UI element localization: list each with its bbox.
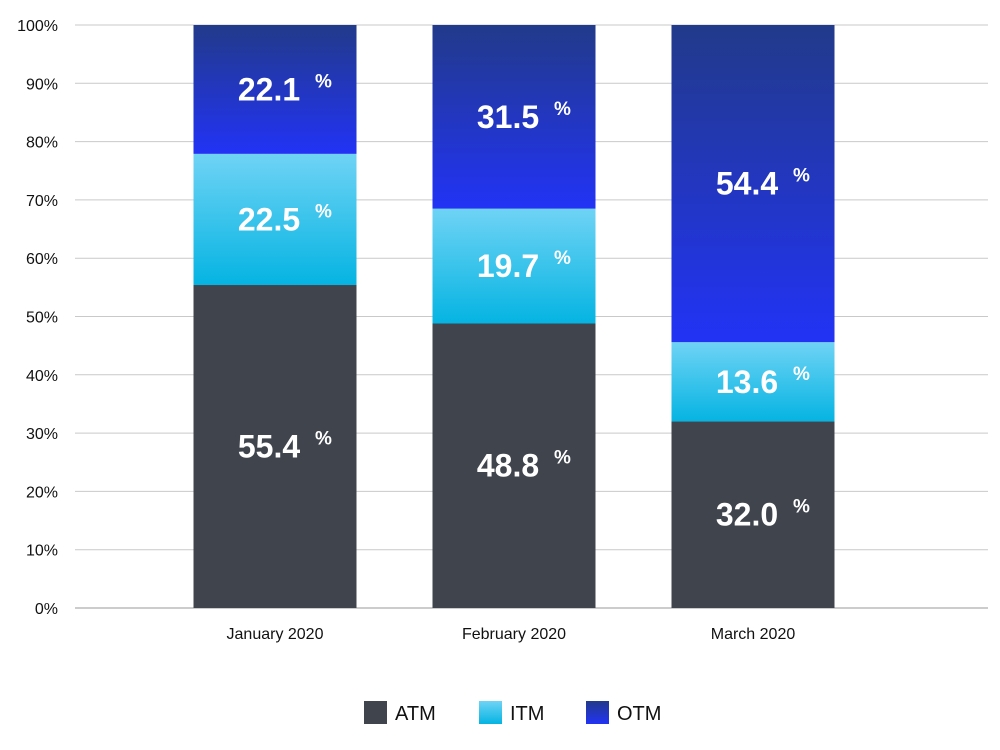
data-label: 32.0 [716, 497, 778, 533]
bar-atm-march-2020 [671, 421, 835, 608]
data-label: 55.4 [238, 429, 300, 465]
legend-swatch-itm [479, 701, 502, 724]
y-tick-label: 60% [26, 251, 58, 268]
data-label-unit: % [315, 71, 332, 92]
bar-itm-march-2020 [671, 342, 835, 422]
data-label-unit: % [793, 166, 810, 187]
x-axis-ticks: January 2020 February 2020 March 2020 [227, 626, 796, 643]
data-label-unit: % [554, 448, 571, 469]
data-label-unit: % [315, 429, 332, 450]
data-label: 19.7 [477, 248, 539, 284]
data-label: 48.8 [477, 448, 539, 484]
y-tick-label: 30% [26, 426, 58, 443]
data-label: 22.5 [238, 201, 300, 237]
bar-otm-march-2020 [671, 25, 835, 343]
data-label-unit: % [315, 201, 332, 222]
data-label: 22.1 [238, 71, 300, 107]
x-tick-label: January 2020 [227, 626, 324, 643]
data-label: 31.5 [477, 99, 539, 135]
bar-otm-february-2020 [432, 25, 596, 209]
bar-itm-february-2020 [432, 208, 596, 324]
y-tick-label: 0% [35, 601, 58, 618]
y-tick-label: 10% [26, 543, 58, 560]
legend-label-otm: OTM [617, 703, 661, 725]
y-axis-ticks: 0% 10% 20% 30% 40% 50% 60% 70% 80% 90% 100% [17, 18, 58, 618]
y-tick-label: 50% [26, 310, 58, 327]
legend: ATM ITM OTM [364, 701, 661, 725]
bar-itm-january-2020 [193, 153, 357, 286]
data-labels: 55.4 % 22.5 % 22.1 % 48.8 % 19.7 % 31.5 % 32.0 % 13.6%… [238, 71, 810, 532]
bar-atm-january-2020 [193, 285, 357, 608]
bars [193, 25, 835, 608]
bar-otm-january-2020 [193, 25, 357, 154]
bar-atm-february-2020 [432, 323, 596, 608]
y-tick-label: 80% [26, 135, 58, 152]
data-label-unit: % [554, 248, 571, 269]
data-label-unit: % [554, 99, 571, 120]
legend-swatch-atm [364, 701, 387, 724]
legend-swatch-otm [586, 701, 609, 724]
x-tick-label: February 2020 [462, 626, 566, 643]
legend-label-atm: ATM [395, 703, 436, 725]
legend-label-itm: ITM [510, 703, 544, 725]
data-label: 13.6 [716, 364, 778, 400]
data-label-unit: % [793, 364, 810, 385]
y-tick-label: 100% [17, 18, 58, 35]
y-tick-label: 20% [26, 484, 58, 501]
x-tick-label: March 2020 [711, 626, 796, 643]
data-label-unit: % [793, 497, 810, 518]
y-tick-label: 90% [26, 76, 58, 93]
y-tick-label: 40% [26, 368, 58, 385]
data-label: 54.4 [716, 166, 778, 202]
y-tick-label: 70% [26, 193, 58, 210]
